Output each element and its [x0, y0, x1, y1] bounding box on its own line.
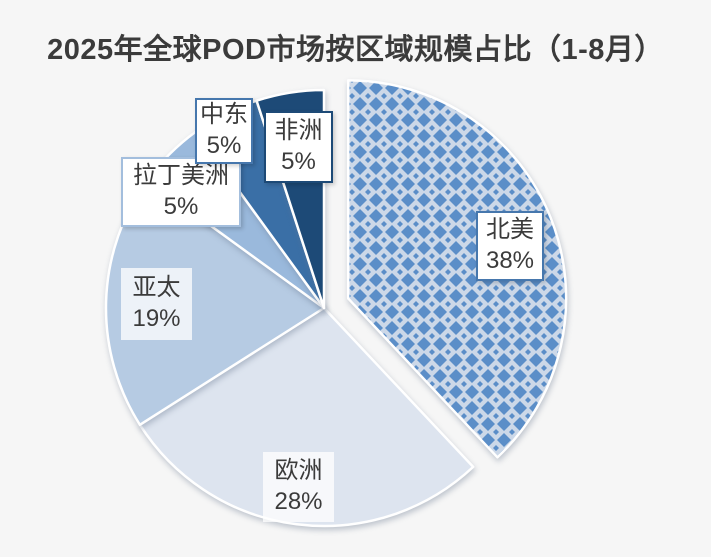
pie-slice-europe: [138, 306, 475, 528]
callout-europe-label: 欧洲: [274, 457, 323, 485]
pie-slice-north-america: [346, 79, 568, 459]
callout-europe-pct: 28%: [274, 488, 323, 515]
callout-north-america-label: 北美: [486, 216, 534, 244]
callout-north-america: 北美 38%: [476, 211, 544, 281]
callout-middle-east-label: 中东: [200, 101, 248, 129]
callout-asia-pacific-pct: 19%: [132, 305, 181, 332]
callout-asia-pacific-label: 亚太: [132, 274, 181, 302]
callout-latin-america-pct: 5%: [163, 193, 199, 220]
callout-middle-east-pct: 5%: [206, 132, 242, 159]
callout-africa-label: 非洲: [274, 117, 323, 145]
callout-latin-america: 拉丁美洲 5%: [121, 157, 241, 227]
callout-asia-pacific: 亚太 19%: [121, 268, 192, 340]
callout-middle-east: 中东 5%: [195, 98, 253, 164]
chart-title: 2025年全球POD市场按区域规模占比（1-8月）: [47, 34, 664, 66]
callout-latin-america-label: 拉丁美洲: [133, 162, 229, 190]
callout-europe: 欧洲 28%: [263, 452, 334, 522]
callout-north-america-pct: 38%: [485, 247, 535, 274]
callout-africa-pct: 5%: [281, 148, 316, 175]
callout-africa: 非洲 5%: [264, 111, 333, 183]
